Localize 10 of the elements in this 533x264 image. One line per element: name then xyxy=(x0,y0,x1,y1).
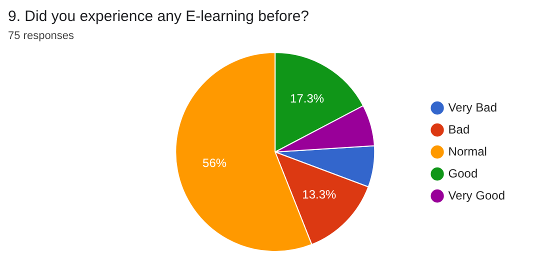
chart-title: 9. Did you experience any E-learning before? xyxy=(8,8,310,25)
data-label: 17.3% xyxy=(290,92,324,106)
legend-label: Normal xyxy=(448,144,487,158)
legend-label: Bad xyxy=(448,122,470,136)
legend-label: Very Good xyxy=(448,188,505,202)
legend-label: Good xyxy=(448,166,478,180)
data-label: 13.3% xyxy=(302,188,337,202)
legend-label: Very Bad xyxy=(448,100,497,114)
text: 75 responses xyxy=(8,30,74,42)
data-label: 56% xyxy=(202,156,227,170)
